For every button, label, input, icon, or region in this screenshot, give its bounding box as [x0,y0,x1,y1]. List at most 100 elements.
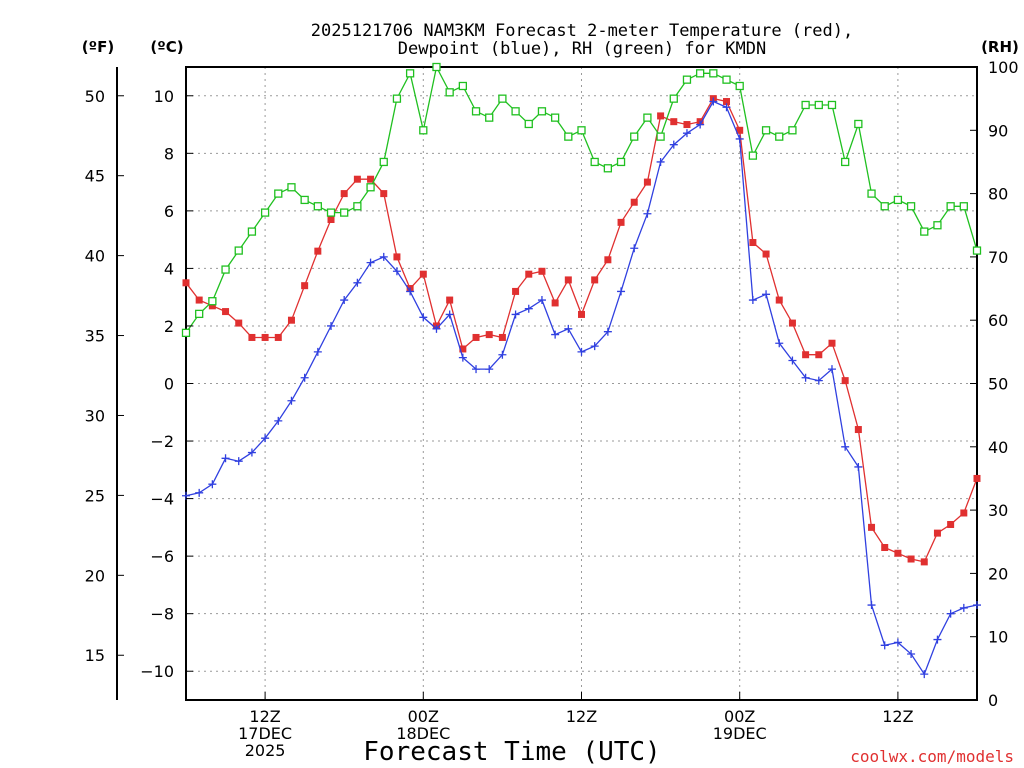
celsius-tick-label: 8 [164,144,174,163]
temperature-point [854,426,862,434]
temperature-point [248,333,256,341]
dewpoint-point [669,140,678,149]
dewpoint-point [722,103,731,112]
dewpoint-point [933,635,942,644]
dewpoint-point [682,129,691,138]
rh-point [643,113,652,122]
fahrenheit-tick-label: 20 [85,566,105,585]
temperature-point [604,256,612,264]
dewpoint-point [379,252,388,261]
x-tick-label: 2025 [245,741,286,760]
temperature-point [960,509,968,517]
dewpoint-point [195,488,204,497]
rh-tick-label: 0 [988,691,998,710]
dewpoint-point [590,342,599,351]
temperature-point [630,198,638,206]
rh-point [854,119,863,129]
x-tick-label: 18DEC [396,724,450,743]
temperature-point [551,299,559,307]
dewpoint-point [432,324,441,333]
dewpoint-point [287,396,296,405]
rh-point [841,157,850,167]
dewpoint-point [458,353,467,362]
rh-tick-label: 60 [988,311,1008,330]
rh-point [682,75,692,84]
rh-tick-label: 90 [988,121,1008,140]
rh-point [814,100,823,110]
temperature-point [208,302,216,310]
x-tick-label: 12Z [882,707,913,726]
dewpoint-point [564,324,573,333]
temperature-point [327,215,335,223]
dewpoint-point [208,480,217,489]
x-tick-label: 12Z [566,707,597,726]
rh-point [775,132,784,141]
rh-point [867,189,876,198]
temperature-point [380,190,388,198]
temperature-point [894,549,902,557]
dewpoint-point [907,649,916,658]
dewpoint-point [340,296,349,305]
rh-point [709,69,718,78]
rh-tick-label: 100 [988,58,1019,77]
dewpoint-point [603,327,612,336]
rh-point [933,221,942,230]
rh-point [761,126,771,135]
temperature-point [274,333,282,341]
celsius-unit-label: (ºC) [150,38,183,56]
rh-tick-label: 20 [988,564,1008,583]
dewpoint-point [261,434,270,443]
temperature-point [393,253,401,261]
temperature-point [353,175,361,183]
rh-point [445,88,454,97]
temperature-point [287,316,295,324]
temperature-point [802,351,810,359]
rh-series [181,62,982,338]
temperature-point [340,190,348,198]
fahrenheit-tick-label: 50 [85,87,105,106]
rh-point [696,69,705,78]
dewpoint-point [814,376,823,385]
celsius-tick-label: −8 [150,605,174,624]
dewpoint-point [327,321,336,330]
rh-point [788,126,797,135]
temperature-point [235,319,243,327]
rh-point [577,126,586,135]
rh-point [458,81,468,91]
temperature-point [195,296,203,304]
celsius-tick-label: 2 [164,317,174,336]
dewpoint-point [946,609,955,618]
dewpoint-point [617,287,626,296]
dewpoint-point [735,134,744,143]
rh-point [432,62,441,72]
celsius-tick-label: −4 [150,490,174,509]
rh-tick-label: 30 [988,501,1008,520]
dewpoint-point [696,120,705,129]
rh-point [221,265,230,274]
grid-lines [186,67,977,700]
rh-tick-label: 80 [988,185,1008,204]
dewpoint-point [313,347,322,356]
rh-point [366,183,375,192]
x-tick-label: 17DEC [238,724,292,743]
rh-point [181,328,191,338]
celsius-tick-label: −6 [150,547,174,566]
fahrenheit-tick-label: 15 [85,646,105,665]
rh-point [326,208,336,217]
temperature-point [947,520,955,528]
dewpoint-point [274,416,283,425]
dewpoint-point [445,310,454,319]
temperature-point [564,276,572,284]
x-axis-title: Forecast Time (UTC) [363,737,660,767]
x-tick-label: 00Z [724,707,755,726]
dewpoint-point [748,296,757,305]
dewpoint-point [880,641,889,650]
celsius-tick-label: 4 [164,259,174,278]
rh-unit-label: (RH) [981,38,1019,56]
dewpoint-point [577,347,586,356]
temperature-point [920,558,928,566]
rh-tick-label: 10 [988,628,1008,647]
rh-point [300,195,309,205]
rh-point [748,151,758,160]
